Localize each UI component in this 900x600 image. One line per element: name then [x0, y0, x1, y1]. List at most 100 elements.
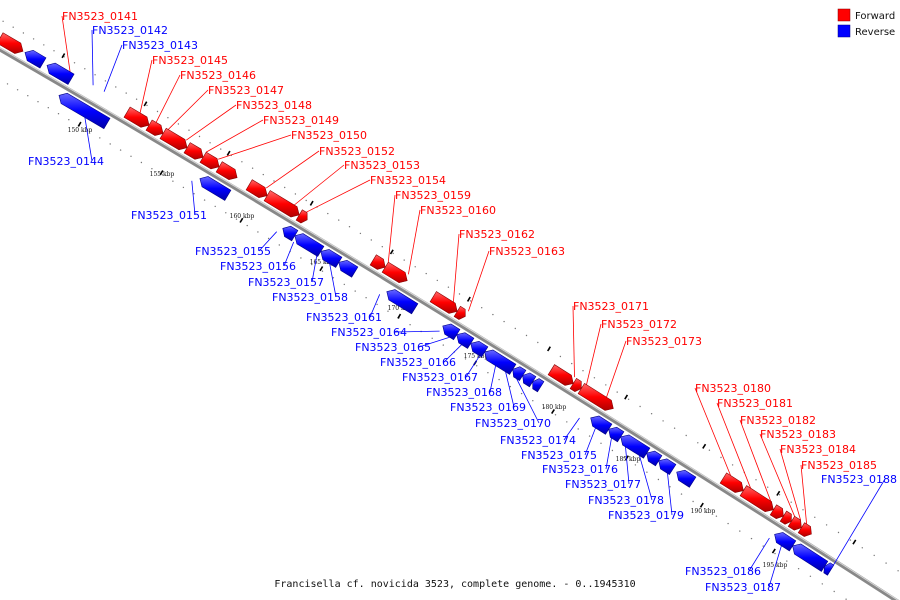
gene-feature-fn3523-0180[interactable] — [719, 472, 744, 493]
gene-label-fn3523-0175[interactable]: FN3523_0175 — [521, 449, 597, 462]
guide-dot — [177, 123, 180, 125]
gene-label-fn3523-0172[interactable]: FN3523_0172 — [601, 318, 677, 331]
gene-feature-fn3523-0161[interactable] — [386, 289, 419, 315]
leader-line — [827, 478, 886, 576]
gene-feature-fn3523-0154[interactable] — [295, 209, 308, 224]
gene-label-fn3523-0174[interactable]: FN3523_0174 — [500, 434, 576, 447]
gene-feature-fn3523-0160[interactable] — [381, 261, 408, 284]
gene-feature-fn3523-0149[interactable] — [199, 151, 220, 170]
gene-feature-fn3523-0142[interactable] — [24, 49, 47, 69]
gene-label-fn3523-0147[interactable]: FN3523_0147 — [208, 84, 284, 97]
gene-label-fn3523-0163[interactable]: FN3523_0163 — [489, 245, 565, 258]
gene-label-fn3523-0166[interactable]: FN3523_0166 — [380, 356, 456, 369]
gene-feature-fn3523-0162[interactable] — [429, 291, 458, 314]
gene-label-fn3523-0178[interactable]: FN3523_0178 — [588, 494, 664, 507]
gene-feature-fn3523-0188[interactable] — [823, 562, 835, 576]
gene-label-fn3523-0187[interactable]: FN3523_0187 — [705, 581, 781, 594]
gene-feature-fn3523-0184[interactable] — [787, 515, 802, 531]
legend: Forward Reverse — [837, 8, 895, 38]
gene-label-fn3523-0141[interactable]: FN3523_0141 — [62, 10, 138, 23]
gene-feature-fn3523-0148[interactable] — [183, 142, 204, 160]
gene-label-fn3523-0169[interactable]: FN3523_0169 — [450, 401, 526, 414]
tick-mark — [547, 346, 551, 352]
gene-label-fn3523-0181[interactable]: FN3523_0181 — [717, 397, 793, 410]
guide-dot — [203, 199, 206, 201]
guide-dot — [809, 575, 812, 577]
gene-label-fn3523-0185[interactable]: FN3523_0185 — [801, 459, 877, 472]
gene-feature-fn3523-0141[interactable] — [0, 32, 24, 54]
gene-feature-fn3523-0163[interactable] — [453, 305, 466, 320]
gene-label-fn3523-0162[interactable]: FN3523_0162 — [459, 228, 535, 241]
guide-dot — [509, 385, 511, 388]
gene-label-fn3523-0180[interactable]: FN3523_0180 — [695, 382, 771, 395]
gene-label-fn3523-0159[interactable]: FN3523_0159 — [395, 189, 471, 202]
gene-label-fn3523-0168[interactable]: FN3523_0168 — [426, 386, 502, 399]
gene-label-fn3523-0161[interactable]: FN3523_0161 — [306, 311, 382, 324]
gene-label-fn3523-0158[interactable]: FN3523_0158 — [272, 291, 348, 304]
gene-feature-fn3523-0185[interactable] — [797, 522, 812, 537]
guide-dot — [22, 32, 25, 34]
gene-label-fn3523-0167[interactable]: FN3523_0167 — [402, 371, 478, 384]
guide-dot — [403, 259, 405, 261]
gene-feature-fn3523-0150[interactable] — [215, 161, 238, 181]
tick-mark — [389, 249, 394, 255]
gene-feature-fn3523-0159[interactable] — [369, 254, 386, 270]
gene-feature-fn3523-0146[interactable] — [145, 119, 164, 136]
gene-label-fn3523-0188[interactable]: FN3523_0188 — [821, 473, 897, 486]
gene-label-fn3523-0157[interactable]: FN3523_0157 — [248, 276, 324, 289]
guide-dot — [43, 44, 45, 46]
gene-label-fn3523-0156[interactable]: FN3523_0156 — [220, 260, 296, 273]
gene-label-fn3523-0164[interactable]: FN3523_0164 — [331, 326, 407, 339]
gene-label-fn3523-0186[interactable]: FN3523_0186 — [685, 565, 761, 578]
gene-feature-fn3523-0145[interactable] — [123, 106, 150, 128]
gene-label-fn3523-0148[interactable]: FN3523_0148 — [236, 99, 312, 112]
gene-feature-fn3523-0172[interactable] — [569, 377, 582, 392]
gene-label-fn3523-0142[interactable]: FN3523_0142 — [92, 24, 168, 37]
gene-feature-fn3523-0182[interactable] — [769, 504, 784, 520]
gene-feature-fn3523-0170[interactable] — [532, 378, 545, 393]
gene-feature-fn3523-0181[interactable] — [739, 485, 774, 513]
gene-feature-fn3523-0167[interactable] — [484, 349, 517, 375]
gene-label-fn3523-0152[interactable]: FN3523_0152 — [319, 145, 395, 158]
gene-label-fn3523-0170[interactable]: FN3523_0170 — [475, 417, 551, 430]
gene-label-fn3523-0171[interactable]: FN3523_0171 — [573, 300, 649, 313]
gene-label-fn3523-0145[interactable]: FN3523_0145 — [152, 54, 228, 67]
gene-label-fn3523-0173[interactable]: FN3523_0173 — [626, 335, 702, 348]
gene-feature-fn3523-0152[interactable] — [245, 179, 268, 199]
gene-label-fn3523-0153[interactable]: FN3523_0153 — [344, 159, 420, 172]
gene-label-fn3523-0165[interactable]: FN3523_0165 — [355, 341, 431, 354]
gene-feature-fn3523-0153[interactable] — [263, 190, 300, 218]
gene-feature-fn3523-0183[interactable] — [779, 510, 792, 525]
gene-label-fn3523-0149[interactable]: FN3523_0149 — [263, 114, 339, 127]
gene-label-fn3523-0183[interactable]: FN3523_0183 — [760, 428, 836, 441]
gene-label-fn3523-0150[interactable]: FN3523_0150 — [291, 129, 367, 142]
gene-feature-fn3523-0151[interactable] — [199, 176, 232, 201]
gene-feature-fn3523-0187[interactable] — [792, 543, 829, 572]
leader-line — [294, 164, 345, 206]
gene-feature-fn3523-0147[interactable] — [159, 127, 188, 151]
gene-label-fn3523-0155[interactable]: FN3523_0155 — [195, 245, 271, 258]
leader-line — [779, 448, 801, 521]
gene-feature-fn3523-0143[interactable] — [46, 62, 75, 85]
gene-label-fn3523-0182[interactable]: FN3523_0182 — [740, 414, 816, 427]
gene-feature-fn3523-0178[interactable] — [658, 458, 677, 476]
gene-label-fn3523-0146[interactable]: FN3523_0146 — [180, 69, 256, 82]
gene-feature-fn3523-0179[interactable] — [676, 469, 697, 488]
gene-feature-fn3523-0158[interactable] — [338, 259, 359, 278]
gene-label-fn3523-0160[interactable]: FN3523_0160 — [420, 204, 496, 217]
gene-label-fn3523-0177[interactable]: FN3523_0177 — [565, 478, 641, 491]
gene-label-fn3523-0176[interactable]: FN3523_0176 — [542, 463, 618, 476]
gene-label-fn3523-0179[interactable]: FN3523_0179 — [608, 509, 684, 522]
leader-line — [605, 438, 612, 470]
gene-feature-fn3523-0144[interactable] — [58, 92, 111, 130]
guide-dot — [84, 68, 86, 70]
gene-label-fn3523-0184[interactable]: FN3523_0184 — [780, 443, 856, 456]
gene-label-fn3523-0144[interactable]: FN3523_0144 — [28, 155, 104, 168]
gene-feature-fn3523-0173[interactable] — [577, 382, 614, 411]
gene-feature-fn3523-0171[interactable] — [547, 364, 574, 386]
guide-dot — [188, 129, 190, 131]
gene-label-fn3523-0151[interactable]: FN3523_0151 — [131, 209, 207, 222]
guide-dot — [198, 135, 201, 138]
gene-label-fn3523-0154[interactable]: FN3523_0154 — [370, 174, 446, 187]
gene-label-fn3523-0143[interactable]: FN3523_0143 — [122, 39, 198, 52]
